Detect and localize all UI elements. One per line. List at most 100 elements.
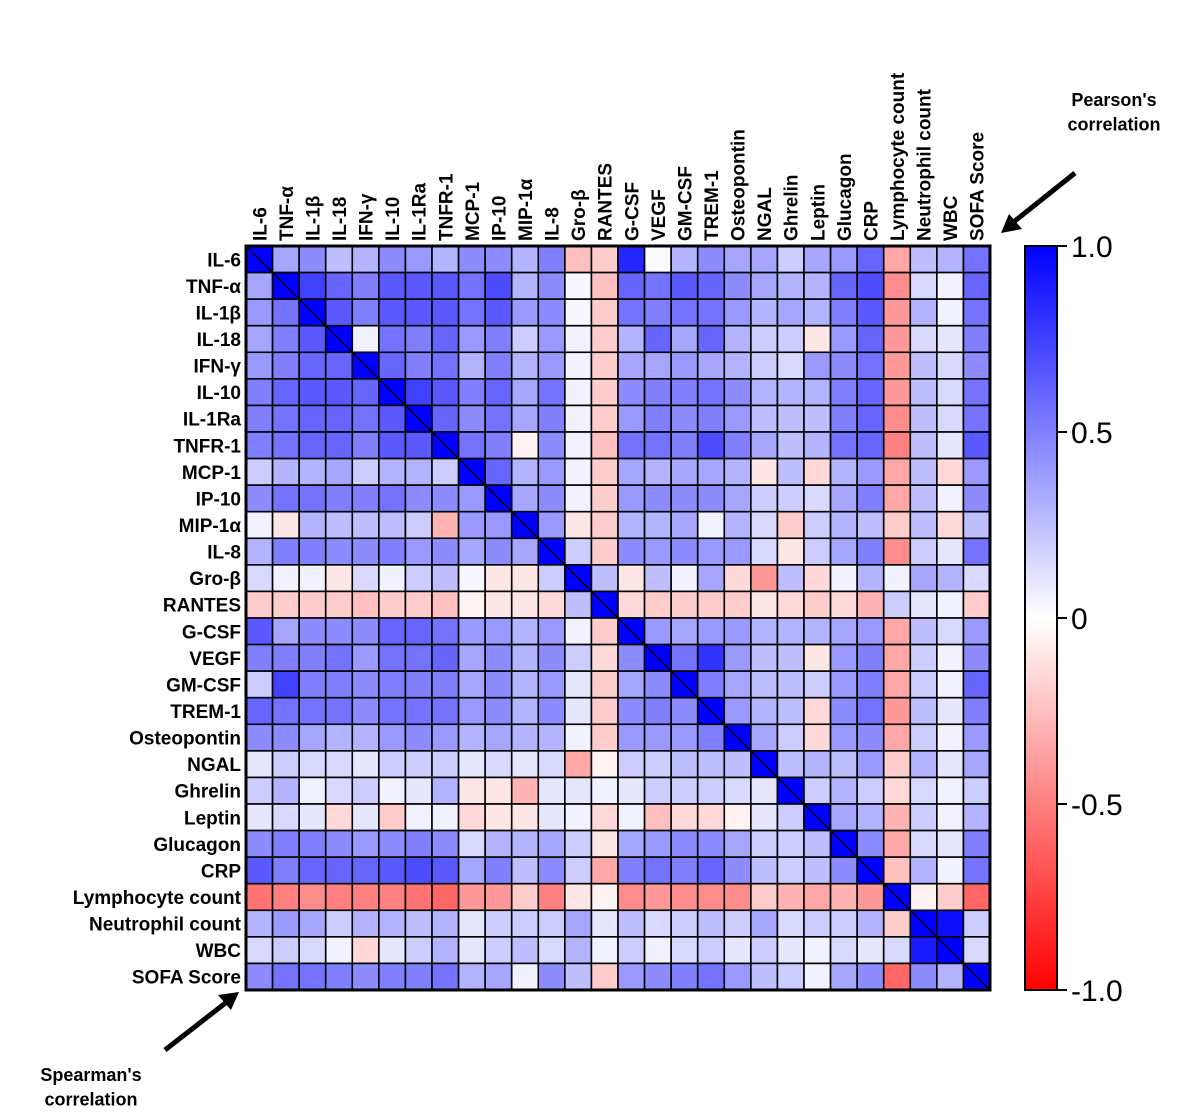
heatmap-cell	[803, 643, 832, 672]
heatmap-cell	[510, 750, 540, 779]
heatmap-cell	[431, 617, 460, 646]
heatmap-cell	[723, 564, 752, 593]
heatmap-cell	[882, 803, 912, 832]
column-label: Glucagon	[835, 153, 856, 241]
heatmap-cell	[882, 643, 912, 672]
heatmap-cell	[510, 298, 540, 327]
row-label: WBC	[196, 941, 242, 962]
heatmap-cell	[776, 882, 805, 912]
heatmap-cell	[936, 962, 965, 991]
heatmap-cell	[776, 643, 805, 672]
heatmap-cell	[245, 537, 274, 566]
heatmap-cell	[457, 803, 486, 832]
heatmap-cell	[457, 909, 486, 938]
heatmap-cell	[909, 829, 938, 858]
heatmap-cell	[750, 776, 779, 805]
heatmap-cell	[404, 670, 433, 699]
heatmap-cell	[271, 564, 300, 593]
heatmap-cell	[882, 484, 912, 513]
heatmap-cell	[829, 643, 858, 672]
heatmap-cell	[643, 882, 672, 912]
row-label: IFN-γ	[194, 357, 242, 378]
heatmap-cell	[643, 431, 672, 460]
heatmap-cell	[776, 484, 805, 513]
heatmap-cell	[590, 484, 619, 513]
heatmap-cell	[484, 351, 513, 380]
heatmap-cell	[537, 564, 566, 593]
heatmap-cell	[643, 510, 672, 540]
heatmap-cell	[723, 245, 752, 274]
heatmap-cell	[431, 378, 460, 407]
heatmap-cell	[404, 484, 433, 513]
heatmap-cell	[378, 882, 407, 912]
heatmap-cell	[643, 617, 672, 646]
heatmap-cell	[457, 643, 486, 672]
heatmap-cell	[962, 776, 991, 805]
heatmap-cell	[378, 564, 407, 593]
heatmap-cell	[351, 510, 380, 540]
heatmap-cell	[404, 298, 433, 327]
heatmap-cell	[803, 696, 832, 726]
heatmap-cell	[324, 696, 354, 726]
heatmap-cell	[484, 750, 513, 779]
heatmap-cell	[829, 909, 858, 938]
heatmap-cell	[803, 909, 832, 938]
heatmap-cell	[936, 696, 965, 726]
heatmap-cell	[537, 298, 566, 327]
heatmap-cell	[378, 936, 407, 965]
heatmap-cell	[936, 510, 965, 540]
heatmap-cell	[776, 670, 805, 699]
heatmap-cell	[829, 245, 858, 274]
heatmap-cell	[378, 245, 407, 274]
heatmap-cell	[298, 829, 327, 858]
heatmap-cell	[882, 378, 912, 407]
heatmap-cell	[404, 617, 433, 646]
heatmap-cell	[431, 564, 460, 593]
heatmap-cell	[856, 750, 885, 779]
heatmap-cell	[829, 962, 858, 991]
heatmap-cell	[882, 351, 912, 380]
heatmap-cell	[245, 856, 274, 885]
heatmap-cell	[431, 829, 460, 858]
heatmap-cell	[803, 936, 832, 965]
heatmap-cell	[723, 457, 752, 486]
heatmap-cell	[617, 378, 646, 407]
heatmap-cell	[750, 643, 779, 672]
heatmap-cell	[909, 750, 938, 779]
heatmap-cell	[670, 590, 699, 619]
heatmap-cell	[245, 909, 274, 938]
heatmap-cell	[617, 431, 646, 460]
colorbar-tick-label: 1.0	[1071, 231, 1113, 264]
heatmap-cell	[962, 484, 991, 513]
heatmap-cell	[936, 537, 965, 566]
heatmap-cell	[670, 643, 699, 672]
heatmap-cell	[856, 829, 885, 858]
heatmap-cell	[909, 670, 938, 699]
heatmap-cell	[803, 962, 832, 991]
heatmap-cell	[909, 404, 938, 433]
column-label: Lymphocyte count	[888, 72, 909, 241]
heatmap-cell	[882, 564, 912, 593]
heatmap-cell	[723, 537, 752, 566]
heatmap-cell	[829, 324, 858, 354]
heatmap-cell	[882, 245, 912, 274]
heatmap-cell	[776, 298, 805, 327]
heatmap-cell	[723, 484, 752, 513]
heatmap-cell	[378, 457, 407, 486]
heatmap-cell	[696, 829, 726, 858]
heatmap-cell	[324, 564, 354, 593]
heatmap-cell	[298, 404, 327, 433]
heatmap-cell	[617, 351, 646, 380]
row-label: IP-10	[196, 489, 241, 510]
heatmap-cell	[617, 909, 646, 938]
heatmap-cell	[936, 378, 965, 407]
heatmap-cell	[776, 750, 805, 779]
heatmap-cell	[484, 457, 513, 486]
heatmap-cell	[723, 617, 752, 646]
heatmap-cell	[404, 696, 433, 726]
heatmap-cell	[643, 457, 672, 486]
heatmap-cell	[324, 404, 354, 433]
heatmap-cell	[882, 617, 912, 646]
heatmap-cell	[776, 617, 805, 646]
heatmap-cell	[723, 324, 752, 354]
